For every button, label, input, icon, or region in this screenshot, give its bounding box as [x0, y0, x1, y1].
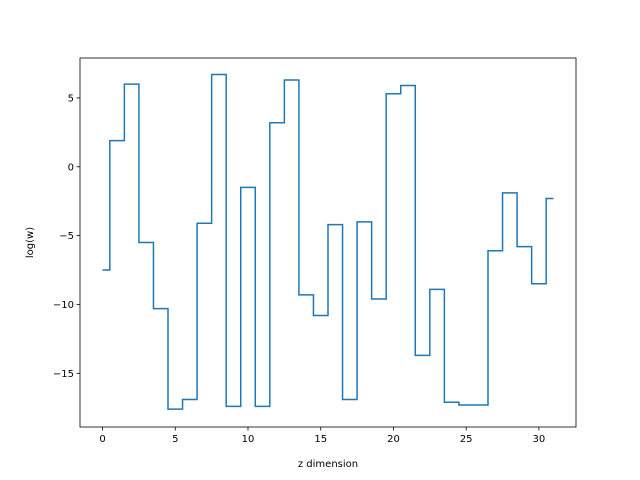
y-axis-label: log(w) — [25, 227, 36, 258]
y-tick-label: −15 — [53, 369, 74, 380]
y-tick-label: 0 — [68, 162, 74, 173]
x-tick-label: 0 — [99, 434, 105, 445]
x-axis-label: z dimension — [298, 459, 358, 470]
y-tick-label: −10 — [53, 300, 74, 311]
x-tick-label: 5 — [172, 434, 178, 445]
x-tick-label: 15 — [314, 434, 327, 445]
x-tick-label: 20 — [387, 434, 400, 445]
series-line-0 — [102, 73, 554, 410]
x-tick-label: 30 — [533, 434, 546, 445]
plot-area — [102, 73, 554, 410]
y-tick-label: −5 — [59, 231, 74, 242]
y-axis-ticks: −15 −10 −5 0 5 — [53, 93, 80, 380]
x-tick-label: 10 — [242, 434, 255, 445]
x-axis-ticks: 0 5 10 15 20 25 30 — [99, 427, 545, 445]
axes-frame — [79, 57, 577, 428]
x-tick-label: 25 — [460, 434, 473, 445]
y-tick-label: 5 — [68, 93, 74, 104]
